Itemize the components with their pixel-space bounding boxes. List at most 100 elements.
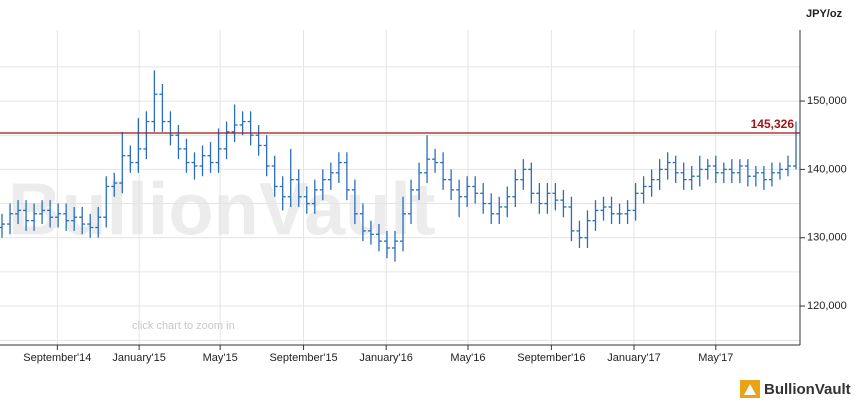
ohlc-bar	[255, 124, 262, 156]
ohlc-bar	[472, 176, 479, 204]
ohlc-bar	[279, 176, 286, 211]
ohlc-bar	[111, 172, 118, 197]
ohlc-bar	[664, 152, 671, 180]
plot-layer	[0, 30, 800, 345]
ohlc-bar	[71, 206, 78, 231]
ohlc-bar	[127, 145, 134, 173]
ohlc-bar	[624, 200, 631, 225]
ohlc-bar	[231, 104, 238, 143]
y-tick-label: 120,000	[807, 300, 847, 312]
ohlc-bar	[736, 159, 743, 184]
ohlc-bar	[239, 111, 246, 136]
ohlc-bar	[103, 176, 110, 228]
ohlc-bar	[263, 135, 270, 177]
ohlc-bar	[560, 189, 567, 218]
ohlc-bar	[480, 183, 487, 214]
ohlc-bar	[95, 206, 102, 238]
y-tick-label: 140,000	[807, 163, 847, 175]
x-tick-label: May'15	[203, 352, 238, 364]
ohlc-bar	[383, 230, 390, 259]
ohlc-bar	[704, 159, 711, 180]
logo-icon-mark	[744, 384, 756, 395]
ohlc-bar	[335, 152, 342, 184]
ohlc-bar	[351, 179, 358, 225]
last-value-label: 145,326	[751, 117, 795, 131]
x-tick-label: September'15	[269, 352, 337, 364]
ohlc-bar	[536, 183, 543, 214]
x-tick-label: January'15	[112, 352, 165, 364]
ohlc-bar	[584, 210, 591, 248]
zoom-hint: click chart to zoom in	[132, 320, 235, 332]
y-tick-label: 130,000	[807, 232, 847, 244]
ohlc-bar	[375, 224, 382, 252]
ohlc-bar	[311, 179, 318, 214]
ohlc-bar	[319, 169, 326, 201]
ohlc-bar	[400, 196, 407, 252]
x-tick-label: May'17	[698, 352, 733, 364]
ohlc-bar	[295, 169, 302, 207]
ohlc-bar	[512, 169, 519, 207]
ohlc-bar	[247, 111, 254, 146]
ohlc-bar	[223, 121, 230, 160]
ohlc-bar	[464, 176, 471, 207]
ohlc-bar	[416, 162, 423, 201]
ohlc-bar	[672, 155, 679, 184]
ohlc-bar	[143, 111, 150, 160]
logo: BullionVault	[740, 380, 851, 398]
ohlc-bar	[215, 128, 222, 173]
ohlc-bar	[768, 162, 775, 187]
ohlc-bar	[528, 162, 535, 204]
ohlc-bar	[159, 83, 166, 132]
ohlc-bar	[520, 159, 527, 190]
ohlc-bar	[31, 203, 38, 231]
ohlc-bar	[167, 111, 174, 146]
ohlc-bar	[544, 183, 551, 214]
ohlc-bar	[303, 186, 310, 214]
ohlc-bar	[696, 155, 703, 187]
ohlc-bar	[568, 196, 575, 242]
ohlc-bar	[367, 220, 374, 245]
ohlc-bar	[752, 165, 759, 187]
watermark: BullionVault	[8, 168, 436, 251]
ohlc-bar	[640, 176, 647, 204]
ohlc-bar	[760, 165, 767, 190]
x-tick-label: September'16	[517, 352, 585, 364]
ohlc-bar	[207, 142, 214, 173]
ohlc-bar	[424, 135, 431, 184]
ohlc-bar	[688, 165, 695, 190]
ohlc-bar	[616, 203, 623, 225]
ohlc-bar	[175, 124, 182, 160]
ohlc-bar	[63, 203, 70, 231]
ohlc-bar	[432, 148, 439, 173]
ohlc-bar	[600, 196, 607, 221]
x-tick-label: September'14	[23, 352, 91, 364]
ohlc-bar	[552, 183, 559, 211]
x-tick-label: January'17	[607, 352, 660, 364]
ohlc-bar	[448, 169, 455, 201]
ohlc-bar	[151, 70, 158, 132]
ohlc-bar	[191, 152, 198, 180]
ohlc-bar	[7, 203, 14, 235]
x-tick-label: May'16	[450, 352, 485, 364]
y-tick-label: 150,000	[807, 95, 847, 107]
ohlc-bar	[15, 200, 22, 225]
y-axis-label: JPY/oz	[806, 8, 843, 20]
ohlc-bar	[488, 193, 495, 225]
ohlc-bar	[47, 200, 54, 228]
ohlc-bar	[39, 200, 46, 225]
ohlc-bar	[648, 169, 655, 197]
x-tick-label: January'16	[359, 352, 412, 364]
ohlc-bar	[359, 203, 366, 242]
ohlc-bar	[135, 118, 142, 173]
ohlc-bar	[728, 159, 735, 184]
ohlc-bar	[656, 159, 663, 190]
ohlc-bar	[496, 196, 503, 225]
ohlc-bar	[183, 138, 190, 173]
ohlc-bar	[23, 200, 30, 231]
ohlc-bar	[592, 200, 599, 231]
ohlc-bar	[271, 155, 278, 197]
ohlc-bar	[744, 159, 751, 187]
ohlc-bar	[0, 213, 6, 238]
ohlc-bar	[408, 179, 415, 225]
